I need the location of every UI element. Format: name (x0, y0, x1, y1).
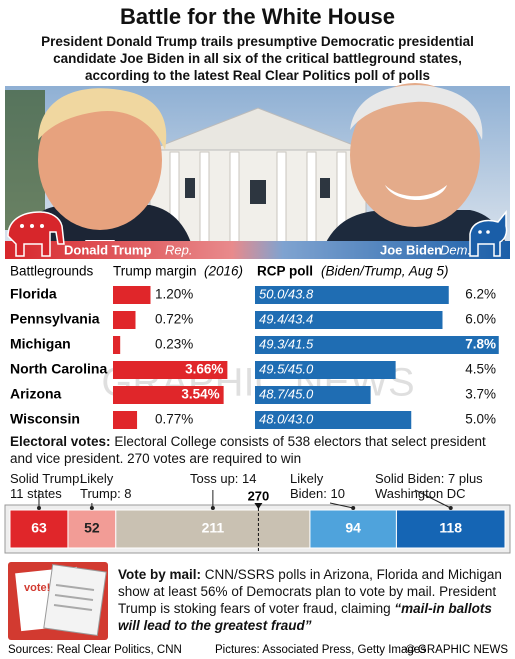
candidate-name: Donald Trump (64, 242, 151, 257)
bar (113, 411, 138, 429)
state-name: Michigan (10, 336, 71, 352)
bar (113, 286, 151, 304)
segment-label: Solid Trump: 11 states (10, 471, 83, 501)
value-label: 0.72% (155, 312, 193, 327)
segment-value: 94 (345, 520, 361, 536)
poll-label: 49.4/43.4 (259, 311, 313, 326)
column-header: Trump margin (113, 264, 197, 279)
electoral-segment (395, 509, 506, 549)
value-label: 0.23% (155, 337, 193, 352)
bar (255, 311, 443, 329)
segment-label: Likely Biden: 10 (290, 471, 345, 501)
poll-label: 49.3/41.5 (259, 336, 314, 351)
electoral-description: Electoral College consists of 538 electo… (10, 434, 486, 466)
value-label: 7.8% (465, 337, 496, 352)
candidate-party: Rep. (165, 242, 192, 257)
candidate-party: Dem. (440, 242, 471, 257)
value-label: 5.0% (465, 412, 496, 427)
value-label: 3.54% (181, 387, 219, 402)
value-label: 3.66% (185, 362, 223, 377)
column-header: Battlegrounds (10, 264, 94, 279)
bar (113, 361, 228, 379)
majority-label: 270 (248, 488, 270, 503)
value-label: 4.5% (465, 362, 496, 377)
photo (5, 83, 510, 259)
vbm-quote: “mail-in ballots will lead to the greate… (118, 601, 492, 633)
state-name: Florida (10, 286, 57, 302)
majority-marker (254, 503, 263, 509)
value-label: 6.0% (465, 312, 496, 327)
leader-line (329, 502, 354, 509)
electoral-segment (309, 509, 397, 549)
state-name: North Carolina (10, 361, 107, 377)
leader-line (414, 489, 451, 509)
bar (113, 311, 136, 329)
poll-label: 49.5/45.0 (259, 361, 314, 376)
leader-dot (210, 506, 215, 510)
electoral-segment (9, 509, 69, 549)
leader-dot (351, 506, 356, 510)
electoral-segment (115, 509, 311, 549)
column-note: (2016) (204, 264, 243, 279)
segment-label: Likely Trump: 8 (80, 471, 132, 501)
segment-value: 211 (202, 520, 225, 536)
state-name: Wisconsin (10, 411, 80, 427)
segment-value: 63 (31, 520, 47, 536)
electoral-title: Electoral votes: (10, 434, 111, 449)
segment-label: Solid Biden: 7 plus Washington DC (375, 471, 483, 501)
value-label: 1.20% (155, 287, 193, 302)
candidate-name: Joe Biden (380, 242, 442, 257)
state-name: Arizona (10, 386, 62, 402)
bar (255, 386, 371, 404)
footer-credit: © GRAPHIC NEWS (406, 644, 508, 656)
value-label: 3.7% (465, 387, 496, 402)
poll-label: 50.0/43.8 (259, 286, 314, 301)
footer-sources: Sources: Real Clear Politics, CNN (8, 644, 182, 656)
column-header: RCP poll (257, 264, 313, 279)
electoral-note: Electoral votes: Electoral College consi… (10, 433, 505, 467)
bar (255, 336, 499, 354)
leader-dot (89, 506, 94, 510)
bar (255, 286, 449, 304)
poll-label: 48.0/43.0 (259, 411, 314, 426)
segment-value: 52 (84, 520, 100, 536)
vbm-title: Vote by mail: (118, 567, 202, 582)
vbm-text: CNN/SSRS polls in Arizona, Florida and M… (118, 567, 502, 616)
bar (113, 386, 224, 404)
bar (255, 361, 396, 379)
segment-label: Toss up: 14 (190, 471, 257, 486)
leader-dot (448, 506, 453, 510)
value-label: 6.2% (465, 287, 496, 302)
ballot-badge: vote! (24, 582, 50, 594)
electoral-segment (67, 509, 117, 549)
footer-pictures: Pictures: Associated Press, Getty Images (215, 644, 426, 656)
column-note: (Biden/Trump, Aug 5) (321, 264, 449, 279)
bar (113, 336, 121, 354)
leader-dot (36, 506, 41, 510)
bar (255, 411, 412, 429)
title: Battle for the White House (119, 4, 395, 29)
ballot-illustration: vote! (8, 562, 108, 640)
vote-by-mail: Vote by mail: CNN/SSRS polls in Arizona,… (118, 566, 510, 634)
segment-value: 118 (439, 520, 462, 536)
state-name: Pennsylvania (10, 311, 100, 327)
subtitle: President Donald Trump trails presumptiv… (41, 34, 474, 83)
value-label: 0.77% (155, 412, 193, 427)
poll-label: 48.7/45.0 (259, 386, 314, 401)
